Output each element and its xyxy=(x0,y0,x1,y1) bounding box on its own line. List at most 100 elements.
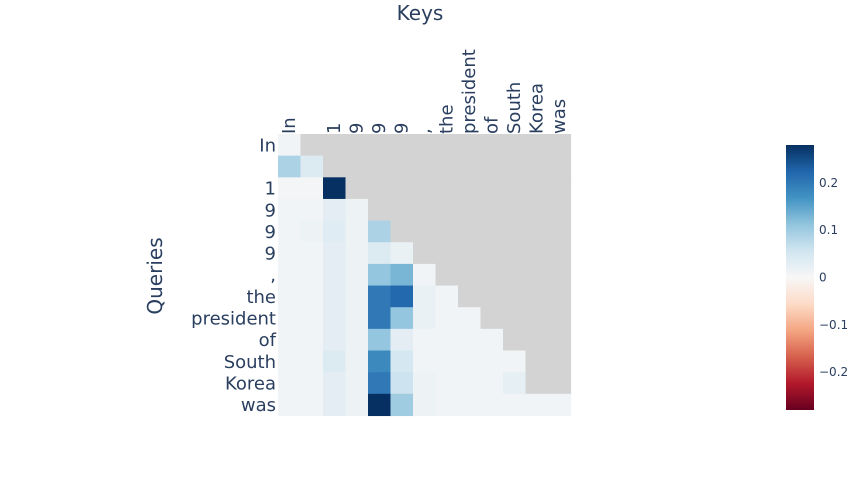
heatmap-cell-masked xyxy=(413,198,437,222)
heatmap-cell-masked xyxy=(390,198,414,222)
heatmap-cell xyxy=(278,307,302,330)
heatmap-cell xyxy=(413,350,437,373)
heatmap-cell-masked xyxy=(323,155,347,178)
heatmap-cells xyxy=(278,134,572,417)
heatmap-cell-masked xyxy=(548,307,572,330)
y-tick-label: 9 xyxy=(265,200,276,221)
heatmap-cell xyxy=(323,350,347,373)
heatmap-cell xyxy=(300,350,324,373)
colorbar-tick-label: −0.1 xyxy=(819,318,848,332)
y-tick-label: Korea xyxy=(225,373,276,394)
x-tick-label: president xyxy=(459,49,480,134)
heatmap-cell xyxy=(323,328,347,352)
x-tick-label: , xyxy=(414,128,435,134)
heatmap-cell xyxy=(368,372,392,395)
heatmap-cell-masked xyxy=(435,220,459,243)
heatmap-cell-masked xyxy=(480,263,504,287)
heatmap-cell xyxy=(323,177,347,200)
x-tick-label: 1 xyxy=(324,123,345,134)
heatmap-cell xyxy=(390,393,414,417)
heatmap-cell-masked xyxy=(525,198,549,222)
heatmap-cell-masked xyxy=(548,350,572,373)
heatmap-cell-masked xyxy=(548,285,572,308)
heatmap-cell xyxy=(368,328,392,352)
heatmap-cell-masked xyxy=(525,307,549,330)
heatmap-cell-masked xyxy=(345,177,369,200)
heatmap-cell-masked xyxy=(413,242,437,265)
heatmap-cell xyxy=(548,393,572,417)
heatmap-cell xyxy=(278,220,302,243)
colorbar-tick-label: 0.2 xyxy=(819,176,838,190)
x-axis-title: Keys xyxy=(397,1,444,25)
colorbar-tick-label: −0.2 xyxy=(819,365,848,379)
heatmap-cell xyxy=(345,393,369,417)
heatmap-cell-masked xyxy=(458,198,482,222)
heatmap-cell xyxy=(368,350,392,373)
y-tick-label: 9 xyxy=(265,222,276,243)
y-tick-label: president xyxy=(191,309,276,330)
heatmap-cell xyxy=(413,393,437,417)
heatmap-cell xyxy=(390,263,414,287)
heatmap-cell xyxy=(278,177,302,200)
heatmap-cell xyxy=(300,372,324,395)
heatmap-cell xyxy=(458,393,482,417)
heatmap-cell xyxy=(300,328,324,352)
heatmap-cell xyxy=(413,372,437,395)
heatmap-cell-masked xyxy=(525,328,549,352)
heatmap-cell xyxy=(278,198,302,222)
heatmap-cell-masked xyxy=(503,307,527,330)
heatmap-cell xyxy=(480,372,504,395)
heatmap-cell xyxy=(323,220,347,243)
heatmap-cell-masked xyxy=(480,134,504,157)
heatmap-cell-masked xyxy=(525,263,549,287)
heatmap-cell xyxy=(323,198,347,222)
heatmap-cell-masked xyxy=(413,220,437,243)
heatmap-cell xyxy=(435,393,459,417)
heatmap-cell xyxy=(300,155,324,178)
x-tick-label: 9 xyxy=(346,123,367,134)
heatmap-cell xyxy=(278,372,302,395)
heatmap-cell xyxy=(480,350,504,373)
x-tick-label: South xyxy=(504,82,525,134)
heatmap-cell xyxy=(300,285,324,308)
heatmap-cell-masked xyxy=(548,220,572,243)
heatmap-cell xyxy=(345,220,369,243)
heatmap-cell xyxy=(413,307,437,330)
heatmap-cell xyxy=(390,372,414,395)
heatmap-cell-masked xyxy=(368,198,392,222)
heatmap-cell xyxy=(503,350,527,373)
heatmap-cell-masked xyxy=(458,177,482,200)
heatmap-cell xyxy=(413,285,437,308)
heatmap-cell-masked xyxy=(458,134,482,157)
colorbar: 0.2 0.1 0 −0.1 −0.2 xyxy=(786,145,848,410)
heatmap-cell xyxy=(458,307,482,330)
heatmap-cell-masked xyxy=(503,198,527,222)
heatmap-cell-masked xyxy=(435,155,459,178)
heatmap-cell xyxy=(435,307,459,330)
heatmap-cell-masked xyxy=(390,177,414,200)
colorbar-tick-label: 0.1 xyxy=(819,223,838,237)
y-tick-label: the xyxy=(246,287,276,308)
heatmap-cell xyxy=(368,263,392,287)
heatmap-cell-masked xyxy=(413,177,437,200)
x-tick-label: 9 xyxy=(369,123,390,134)
heatmap-cell xyxy=(503,393,527,417)
y-tick-label: South xyxy=(224,352,276,373)
heatmap-cell-masked xyxy=(525,350,549,373)
heatmap-cell xyxy=(323,393,347,417)
heatmap-cell xyxy=(300,177,324,200)
heatmap-cell-masked xyxy=(480,198,504,222)
x-tick-labels: In 1 9 9 9, the president of South Korea was xyxy=(279,49,570,134)
heatmap-cell-masked xyxy=(390,220,414,243)
heatmap-cell-masked xyxy=(480,242,504,265)
heatmap-cell-masked xyxy=(323,134,347,157)
heatmap-cell xyxy=(300,220,324,243)
x-tick-label: of xyxy=(481,116,502,134)
y-axis-title: Queries xyxy=(143,237,167,314)
heatmap-cell xyxy=(458,372,482,395)
heatmap-cell xyxy=(368,393,392,417)
heatmap-cell-masked xyxy=(458,242,482,265)
heatmap-cell xyxy=(345,198,369,222)
heatmap-cell xyxy=(323,372,347,395)
y-tick-label: was xyxy=(241,395,276,416)
